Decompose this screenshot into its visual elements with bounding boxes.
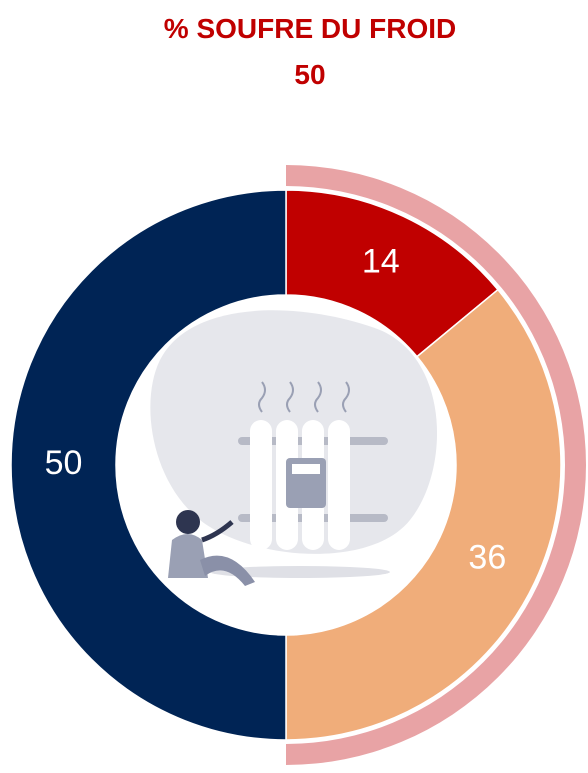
chart-subtitle: 50 (294, 59, 325, 90)
data-label: 50 (45, 444, 83, 482)
center-illustration (118, 297, 454, 633)
donut-segment (10, 189, 287, 741)
chart-title: % SOUFRE DU FROID (164, 13, 456, 44)
labels: 14 36 50 (45, 243, 507, 577)
rings (10, 165, 586, 765)
donut-segment (285, 288, 562, 741)
data-label: 14 (362, 243, 400, 281)
data-label: 36 (468, 539, 506, 577)
